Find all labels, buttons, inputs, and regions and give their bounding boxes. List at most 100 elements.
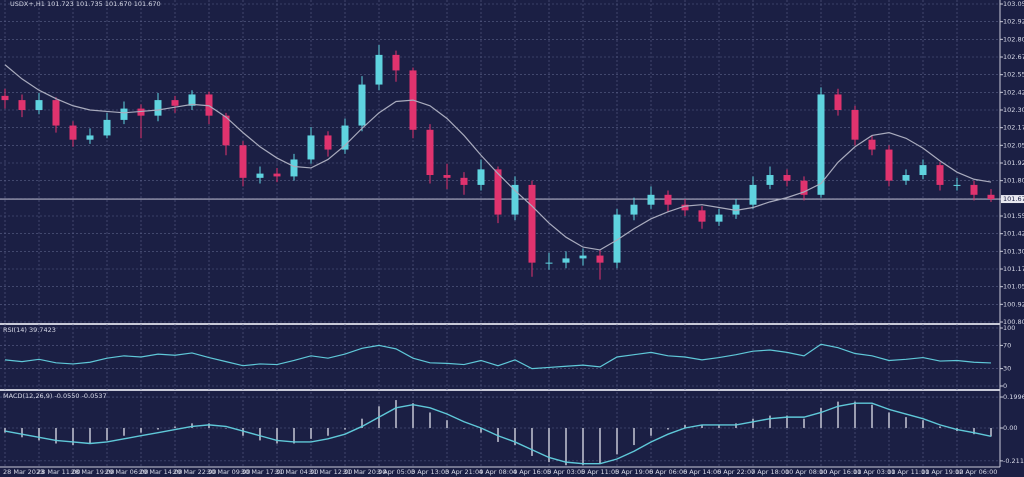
candle-body: [885, 149, 893, 181]
macd-bar: [531, 427, 533, 456]
macd-bar: [888, 412, 890, 428]
y-tick-label: 102.300: [1003, 106, 1024, 114]
x-tick-label: 31 Mar 12:00: [309, 468, 352, 476]
candle-body: [545, 262, 553, 264]
x-tick-label: 29 Mar 14:00: [139, 468, 182, 476]
macd-bar: [565, 427, 567, 466]
x-tick-label: 4 Apr 16:00: [513, 468, 551, 476]
y-tick-label: 102.175: [1003, 124, 1024, 132]
candle-body: [834, 94, 842, 110]
candle-body: [426, 129, 434, 176]
candle-body: [358, 84, 366, 126]
macd-bar: [140, 427, 142, 433]
macd-bar: [327, 427, 329, 436]
x-tick-label: 3 Apr 05:00: [377, 468, 415, 476]
x-tick-label: 31 Mar 20:00: [343, 468, 386, 476]
macd-bar: [922, 420, 924, 428]
candle-body: [324, 135, 332, 150]
y-tick-label: 101.550: [1003, 212, 1024, 220]
macd-bar: [38, 427, 40, 441]
candle-body: [528, 184, 536, 263]
macd-bar: [990, 427, 992, 437]
candle-body: [562, 258, 570, 263]
candle-body: [919, 165, 927, 176]
x-tick-label: 28 Mar 11:00: [37, 468, 80, 476]
macd-bar: [820, 407, 822, 428]
y-tick-label: 102.675: [1003, 53, 1024, 61]
macd-bar: [4, 427, 6, 433]
x-tick-label: 4 Apr 08:00: [479, 468, 517, 476]
macd-bar: [191, 423, 193, 428]
candle-body: [970, 184, 978, 195]
y-tick-label: 101.425: [1003, 230, 1024, 238]
macd-bar: [548, 427, 550, 463]
macd-bar: [310, 427, 312, 439]
candle-body: [868, 139, 876, 150]
candle-body: [936, 165, 944, 185]
y-tick-label: 101.670: [1003, 195, 1024, 203]
candle-body: [579, 255, 587, 259]
macd-signal: [4, 402, 992, 465]
x-tick-label: 6 Apr 06:00: [649, 468, 687, 476]
macd-bar: [446, 420, 448, 428]
rsi-line: [4, 343, 992, 370]
macd-bar: [361, 418, 363, 428]
candle-body: [35, 100, 43, 110]
x-tick-label: 5 Apr 03:00: [547, 468, 585, 476]
macd-bar: [803, 418, 805, 428]
x-tick-label: 11 Apr 19:00: [921, 468, 963, 476]
y-tick-label: 103.050: [1003, 0, 1024, 8]
macd-bar: [412, 403, 414, 428]
macd-bar: [701, 424, 703, 428]
y-tick-label: 102.800: [1003, 35, 1024, 43]
x-tick-label: 30 Mar 17:00: [241, 468, 284, 476]
macd-bar: [905, 417, 907, 428]
candle-body: [188, 94, 196, 106]
y-tick-label: -0.2119: [1003, 457, 1024, 465]
macd-title: MACD(12,26,9) -0.0550 -0.0537: [3, 392, 107, 400]
candle-body: [664, 194, 672, 205]
x-tick-label: 3 Apr 21:00: [445, 468, 483, 476]
macd-bar: [667, 427, 669, 430]
macd-bar: [208, 423, 210, 428]
macd-bar: [854, 401, 856, 428]
candle-body: [817, 94, 825, 195]
macd-bar: [106, 427, 108, 441]
candle-body: [222, 115, 230, 146]
candle-body: [154, 100, 162, 116]
macd-bar: [225, 427, 227, 429]
macd-bar: [616, 427, 618, 455]
candle-body: [205, 94, 213, 116]
macd-bar: [72, 427, 74, 446]
y-tick-label: 70: [1003, 341, 1011, 349]
x-tick-label: 6 Apr 22:00: [717, 468, 755, 476]
x-tick-label: 3 Apr 13:00: [411, 468, 449, 476]
macd-bar: [463, 427, 465, 429]
moving-average: [4, 64, 992, 251]
candle-body: [477, 169, 485, 185]
y-tick-label: 102.425: [1003, 88, 1024, 96]
candle-body: [120, 108, 128, 120]
macd-bar: [259, 427, 261, 441]
x-tick-label: 29 Mar 06:00: [105, 468, 148, 476]
y-tick-label: 101.925: [1003, 159, 1024, 167]
candle-body: [256, 173, 264, 178]
candle-body: [596, 255, 604, 263]
candle-body: [647, 194, 655, 205]
y-tick-label: 101.800: [1003, 177, 1024, 185]
x-tick-label: 28 Mar 2023: [3, 468, 44, 476]
candle-body: [69, 125, 77, 140]
macd-bar: [582, 427, 584, 466]
y-tick-label: 101.300: [1003, 247, 1024, 255]
macd-bar: [871, 404, 873, 428]
macd-bar: [395, 400, 397, 428]
x-tick-label: 5 Apr 19:00: [615, 468, 653, 476]
candle-body: [18, 100, 26, 110]
candle-body: [732, 204, 740, 215]
y-tick-label: 102.550: [1003, 71, 1024, 79]
y-tick-label: 102.050: [1003, 141, 1024, 149]
macd-bar: [21, 427, 23, 438]
y-tick-label: 101.175: [1003, 265, 1024, 273]
y-tick-label: 30: [1003, 365, 1011, 373]
